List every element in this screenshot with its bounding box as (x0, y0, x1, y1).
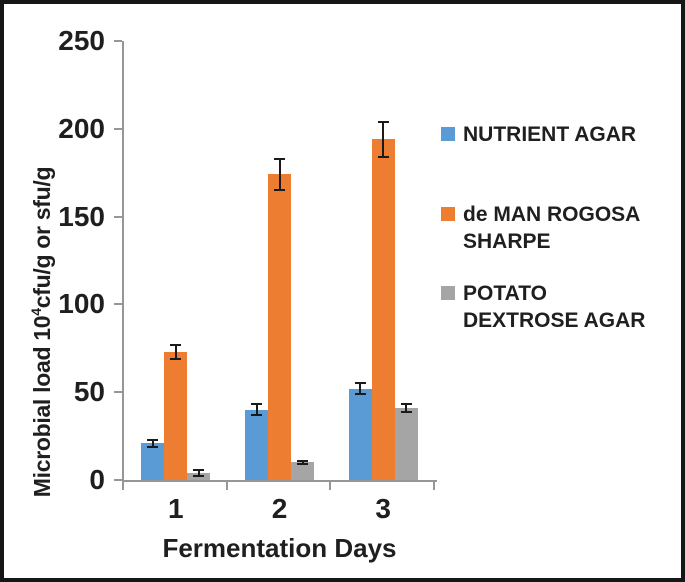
error-bar-cap-top (193, 469, 205, 472)
bar-nutrient-agar-day-1 (141, 443, 165, 480)
legend-label: POTATO DEXTROSE AGAR (463, 282, 646, 332)
x-axis-tick-mark (433, 482, 435, 490)
bar-potato-dextrose-agar-day-3 (394, 408, 418, 480)
error-bar-line (405, 404, 408, 412)
error-bar-cap-top (147, 438, 159, 441)
error-bar-cap-bottom (377, 155, 389, 158)
error-bar-cap-bottom (170, 357, 182, 360)
y-axis-tick-mark (114, 479, 122, 481)
error-bar-cap-bottom (251, 414, 262, 417)
x-axis-tick-mark (329, 482, 332, 490)
bar-potato-dextrose-agar-day-2 (291, 462, 314, 480)
y-axis-tick-mark (114, 40, 122, 42)
y-axis-tick-mark (114, 303, 122, 306)
error-bar-cap-top (377, 120, 389, 123)
y-axis-tick-mark (114, 391, 122, 394)
legend-label: de MAN ROGOSA SHARPE (463, 203, 641, 253)
bar-de-man-rogosa-sharpe-day-1 (164, 351, 188, 480)
y-axis-tick-label: 50 (73, 376, 105, 408)
y-axis-title-text-suffix: cfu/g or sfu/g (28, 166, 55, 309)
legend-item-potato-dextrose-agar: POTATO DEXTROSE AGAR (441, 280, 645, 334)
x-axis-line (122, 480, 437, 482)
y-axis-tick-mark (114, 215, 122, 218)
legend-swatch-icon (441, 286, 455, 300)
error-bar-cap-bottom (193, 474, 205, 477)
error-bar-cap-bottom (147, 445, 159, 448)
error-bar-cap-top (400, 403, 412, 406)
bar-de-man-rogosa-sharpe-day-2 (268, 174, 291, 480)
error-bar-cap-top (170, 343, 182, 346)
error-bar-line (255, 404, 258, 416)
error-bar-line (359, 383, 362, 394)
y-axis-title-text: Microbial load 10 (28, 315, 55, 498)
y-axis-tick-label: 100 (58, 288, 105, 320)
error-bar-cap-bottom (400, 410, 412, 413)
y-axis-tick-label: 250 (58, 25, 105, 56)
bar-de-man-rogosa-sharpe-day-3 (371, 139, 395, 480)
error-bar-cap-bottom (354, 392, 366, 395)
y-axis-line (122, 41, 124, 482)
x-axis-tick-label: 3 (375, 493, 391, 524)
x-axis-title: Fermentation Days (162, 533, 397, 563)
error-bar-cap-top (297, 459, 308, 462)
x-axis-tick-mark (122, 482, 124, 490)
legend-label: NUTRIENT AGAR (463, 123, 637, 146)
error-bar-line (301, 460, 304, 465)
legend-swatch-icon (441, 127, 455, 141)
error-bar-line (197, 470, 200, 476)
y-axis-tick-label: 0 (89, 464, 105, 495)
x-axis-tick-mark (225, 482, 228, 490)
x-axis-tick-label: 2 (271, 493, 288, 524)
error-bar-cap-bottom (297, 463, 308, 466)
error-bar-cap-top (251, 403, 262, 406)
x-axis-tick-label: 1 (168, 493, 184, 524)
bar-nutrient-agar-day-2 (245, 409, 268, 480)
error-bar-line (151, 439, 154, 447)
legend-swatch-icon (441, 207, 455, 221)
error-bar-cap-top (354, 382, 366, 385)
y-axis-tick-label: 150 (58, 200, 105, 232)
legend-item-nutrient-agar: NUTRIENT AGAR (441, 121, 636, 148)
y-axis-title-superscript: 4 (28, 308, 45, 316)
error-bar-cap-top (274, 157, 285, 160)
error-bar-line (382, 121, 385, 157)
legend-item-de-man-rogosa-sharpe: de MAN ROGOSA SHARPE (441, 201, 640, 255)
error-bar-line (278, 158, 281, 191)
y-axis-title: Microbial load 104cfu/g or sfu/g (28, 167, 56, 497)
error-bar-line (174, 344, 177, 359)
bar-nutrient-agar-day-3 (348, 388, 372, 480)
error-bar-cap-bottom (274, 189, 285, 192)
y-axis-tick-label: 200 (58, 112, 105, 144)
y-axis-tick-mark (114, 127, 122, 130)
